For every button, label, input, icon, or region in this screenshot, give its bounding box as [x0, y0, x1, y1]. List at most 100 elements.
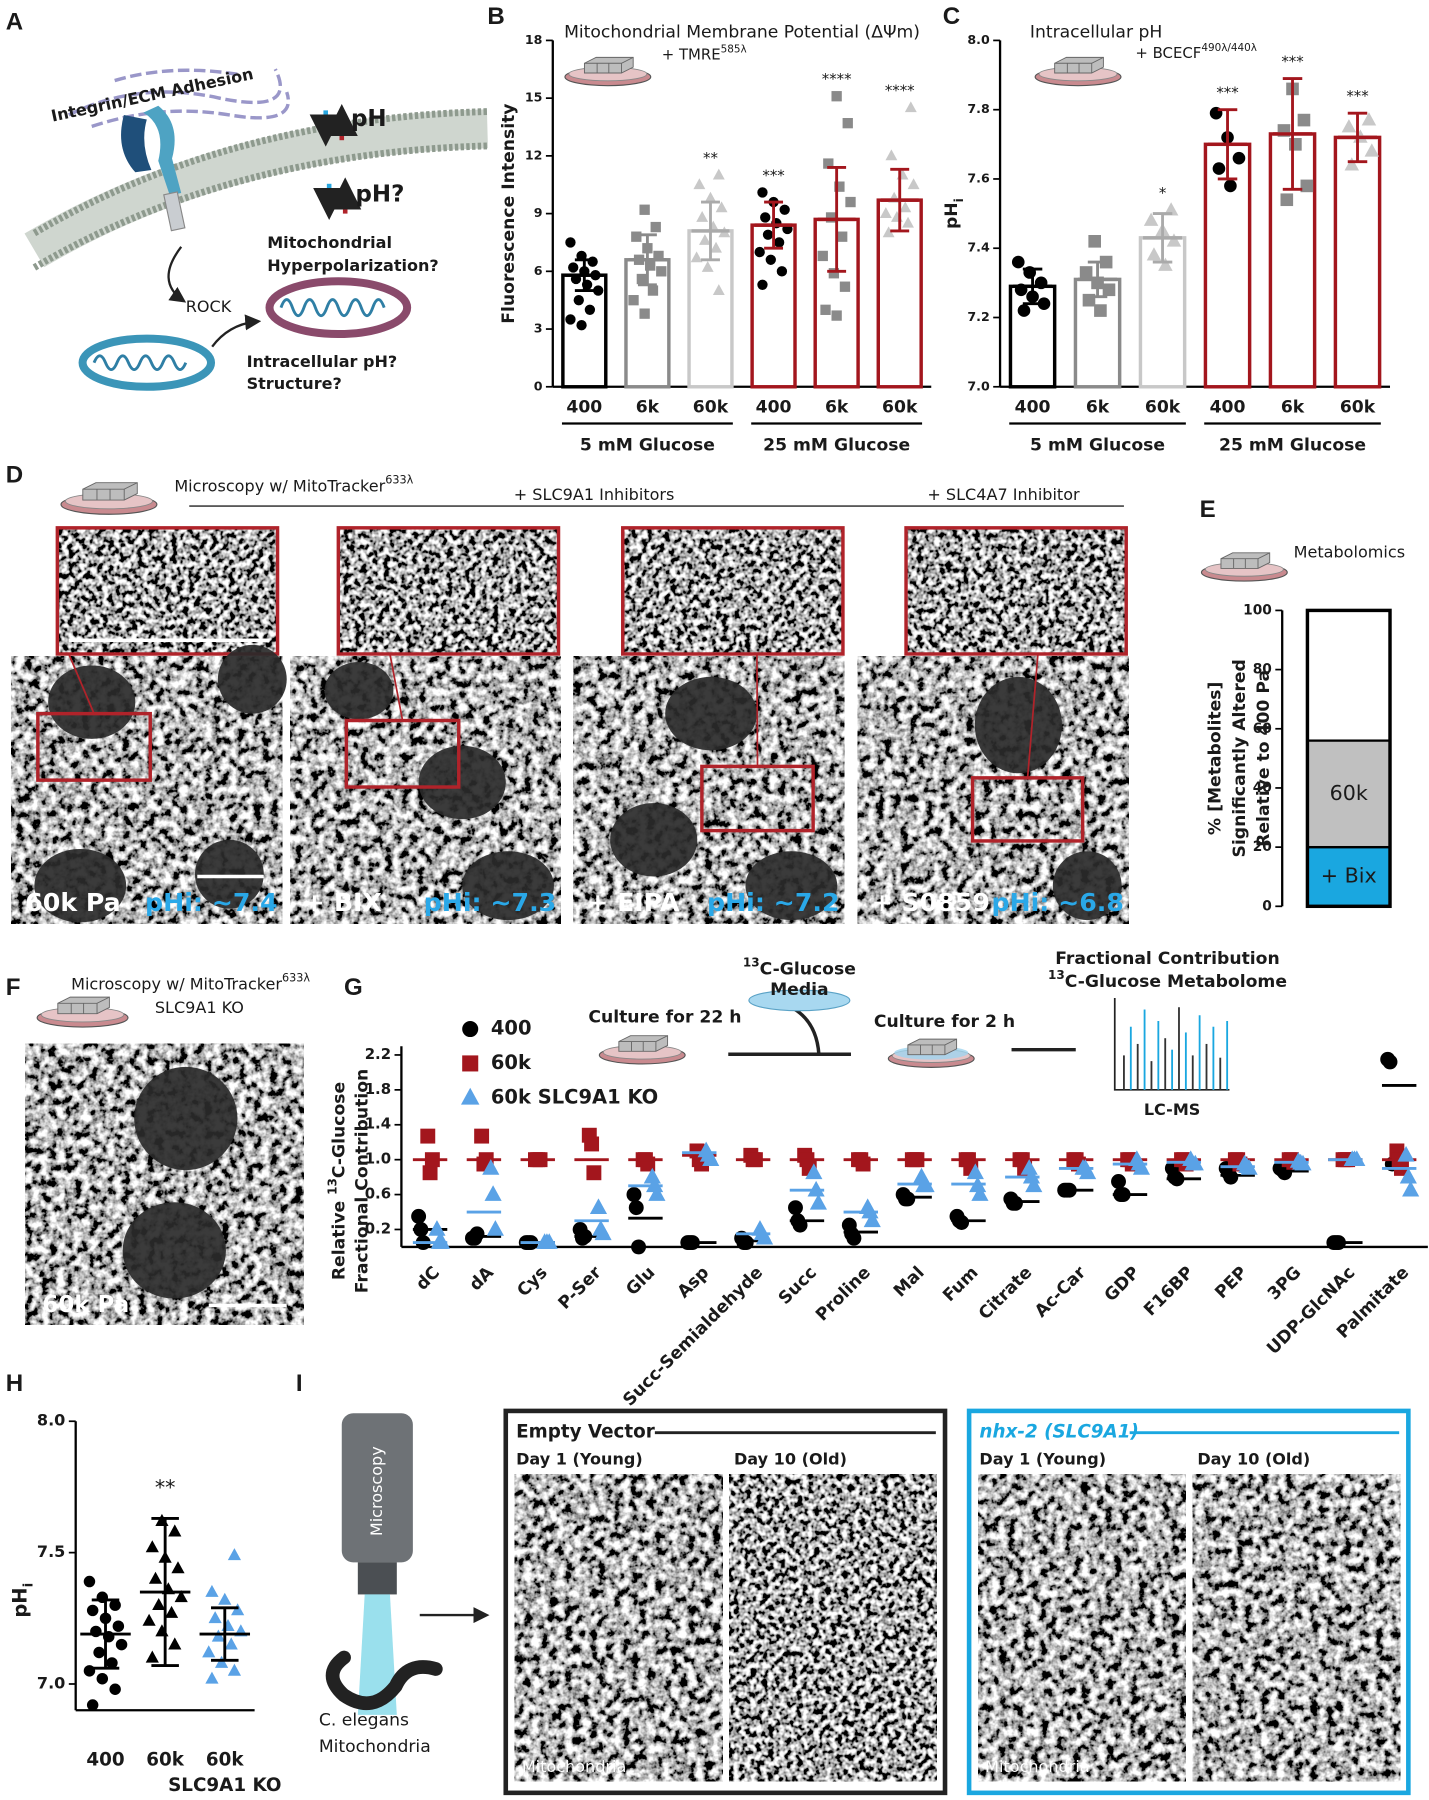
- membrane-edge: [32, 142, 488, 271]
- question: Intracellular pH?: [247, 352, 398, 371]
- day-label: Day 10 (Old): [1197, 1450, 1310, 1469]
- data-point: [738, 1235, 754, 1251]
- y-tick-label: 7.6: [967, 170, 990, 185]
- membrane: [24, 109, 488, 268]
- y-tick-label: 100: [1243, 602, 1272, 618]
- zoom-line: [1026, 653, 1039, 778]
- data-point: [845, 196, 856, 208]
- x-tick-label: 60k: [1145, 397, 1181, 417]
- ecm-fiber: [68, 68, 282, 117]
- x-tick-label: Cys: [513, 1263, 551, 1301]
- data-point: [904, 101, 917, 113]
- y-tick-label: 0: [1262, 898, 1272, 914]
- data-point: [112, 1620, 125, 1632]
- x-tick-label: Glu: [622, 1263, 659, 1300]
- text-part: 585λ: [721, 43, 747, 55]
- image-label: Mitochondria: [985, 1757, 1089, 1776]
- inset-frame: [621, 526, 845, 656]
- panel-letter: C: [943, 3, 960, 30]
- legend-marker: [462, 1055, 479, 1072]
- data-point: [432, 1233, 451, 1249]
- data-point: [1402, 1180, 1420, 1197]
- y-tick-label: 1.0: [365, 1150, 391, 1168]
- x-tick-label: dA: [466, 1262, 499, 1295]
- data-point: [639, 204, 650, 215]
- chart-subtitle: + TMRE585λ: [662, 43, 747, 63]
- group-label: 5 mM Glucose: [1030, 435, 1165, 455]
- x-tick-label: Asp: [674, 1263, 713, 1302]
- condition-box: [966, 1408, 1411, 1796]
- data-point: [593, 285, 604, 296]
- y-tick-label: 7.2: [967, 309, 989, 324]
- chart-title: Intracellular pH: [1030, 22, 1162, 42]
- data-point: [484, 1185, 502, 1201]
- data-point: [486, 1220, 504, 1236]
- data-point: [704, 191, 717, 203]
- data-point: [208, 1611, 222, 1624]
- data-point: [1399, 1167, 1417, 1184]
- image-label: + S0859: [872, 888, 990, 917]
- data-point: [757, 279, 768, 290]
- text-part: Fractional Contribution: [352, 1069, 372, 1293]
- significance: **: [155, 1476, 176, 1500]
- text-part: 13: [1048, 968, 1065, 982]
- nucleus: [974, 676, 1063, 774]
- legend-label: 60k SLC9A1 KO: [491, 1085, 658, 1108]
- cristae: [279, 298, 386, 318]
- mito-question: Hyperpolarization?: [267, 256, 439, 275]
- cells-lines: [82, 482, 138, 501]
- media-label: 13C-Glucose: [743, 955, 856, 980]
- light-beam: [357, 1594, 397, 1715]
- y-tick-label: 7.8: [967, 101, 989, 116]
- data-point: [646, 1176, 664, 1193]
- x-tick-label: Fum: [939, 1263, 982, 1306]
- day-label: Day 1 (Young): [979, 1450, 1106, 1469]
- y-tick-label: 6: [534, 263, 543, 278]
- data-point: [573, 295, 584, 306]
- image-label: 60k Pa: [25, 888, 120, 917]
- data-point: [469, 1226, 485, 1242]
- data-point: [861, 1202, 879, 1219]
- data-point: [1361, 112, 1377, 126]
- data-point: [1158, 257, 1173, 271]
- text-part: Microscopy w/ MitoTracker: [174, 476, 385, 495]
- target-label: Mitochondria: [319, 1737, 431, 1757]
- data-point: [971, 1185, 989, 1201]
- worm-image: [1192, 1474, 1401, 1782]
- chart-subtitle: + BCECF490λ/440λ: [1135, 42, 1257, 62]
- data-point: [586, 1165, 602, 1181]
- cells-lines: [907, 1038, 957, 1055]
- data-point: [639, 308, 650, 319]
- media: [748, 989, 851, 1012]
- data-point: [86, 1604, 99, 1617]
- nucleus: [745, 851, 838, 921]
- data-point: [1022, 1167, 1041, 1184]
- method-label: LC-MS: [1144, 1100, 1201, 1119]
- ph-question: pH?: [356, 182, 405, 208]
- data-point: [1094, 304, 1107, 317]
- data-point: [168, 1637, 182, 1650]
- data-point: [482, 1159, 500, 1175]
- data-point: [656, 266, 667, 277]
- x-tick-label: P-Ser: [555, 1262, 606, 1313]
- data-point: [636, 273, 648, 285]
- y-axis-label: pHi: [942, 198, 966, 229]
- inset-image: [57, 527, 278, 654]
- data-point: [834, 181, 845, 192]
- data-point: [760, 212, 771, 223]
- data-point: [885, 149, 898, 161]
- data-point: [540, 1233, 558, 1249]
- data-point: [1132, 1159, 1151, 1175]
- data-point: [565, 237, 576, 248]
- data-point: [1364, 143, 1380, 157]
- data-point: [565, 314, 576, 325]
- cells-lines: [584, 56, 634, 73]
- data-point: [954, 1215, 970, 1230]
- bar: [1333, 135, 1382, 389]
- data-point: [1020, 1159, 1038, 1175]
- data-point: [568, 262, 579, 273]
- data-point: [576, 320, 587, 331]
- data-point: [831, 310, 842, 321]
- y-tick-label: 7.4: [967, 240, 990, 255]
